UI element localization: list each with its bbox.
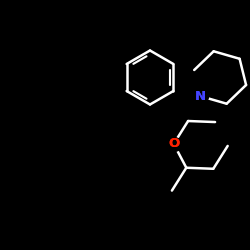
Text: N: N (195, 90, 206, 103)
Text: O: O (168, 137, 179, 150)
Text: N: N (195, 90, 206, 103)
Text: O: O (168, 137, 179, 150)
